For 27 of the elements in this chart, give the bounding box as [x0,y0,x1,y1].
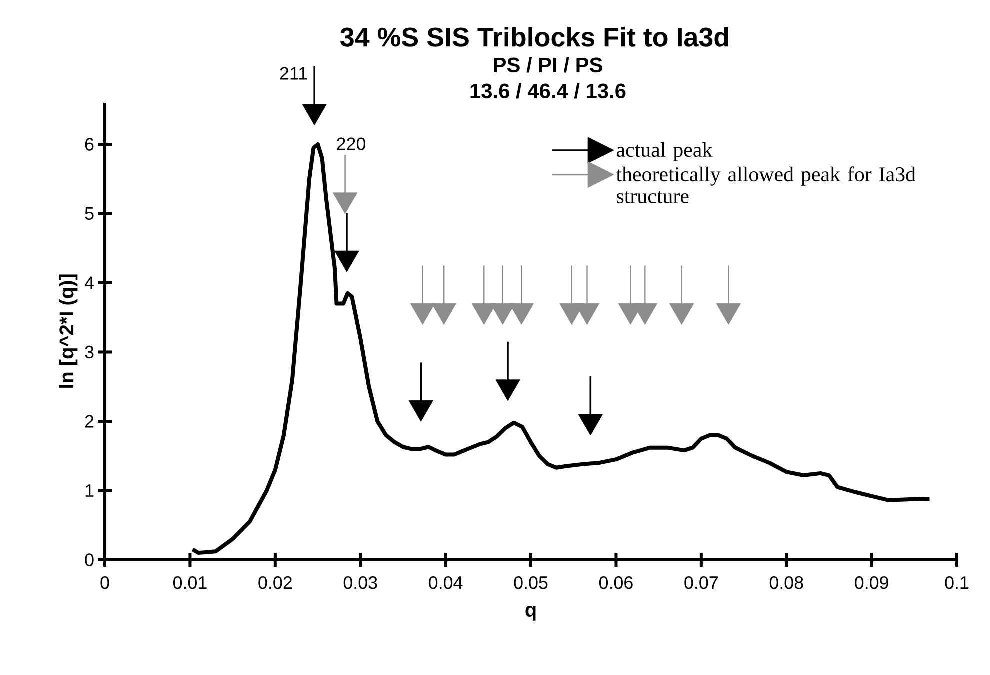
y-tick-label: 5 [85,208,94,220]
x-tick-label: 0.08 [770,576,804,590]
x-axis-title: q [526,606,536,621]
y-tick-label: 4 [84,276,94,290]
x-tick-label: 0.06 [599,576,633,590]
x-tick-label: 0.02 [258,576,292,590]
text: 13.6 / 46.4 / 13.6 [470,83,626,99]
chart-title: 34 %S SIS Triblocks Fit to Ia3d [340,27,728,47]
legend-label: actual peak [616,142,713,162]
y-axis-title: ln [q^2*I (q)] [59,274,78,388]
x-tick-label: 0.09 [855,576,888,590]
y-tick-label: 1 [86,484,94,497]
x-tick-label: 0.1 [945,576,969,590]
x-tick-label: 0.04 [429,576,463,590]
y-tick-label: 0 [85,554,94,566]
x-tick-label: 0.07 [684,576,718,590]
x-tick-label: 0.05 [514,576,548,590]
annotation: 220 [337,138,366,150]
y-tick-label: 6 [85,138,94,151]
text: 211 [280,67,308,80]
chart-subtitle: PS / PI / PS [494,57,602,73]
x-tick-label: 0 [100,576,110,590]
x-tick-label: 0.01 [173,576,207,590]
y-tick-label: 2 [85,415,94,428]
legend-label: theoretically allowed peak for Ia3d structure [616,166,916,204]
y-tick-label: 3 [85,346,94,359]
x-tick-label: 0.03 [344,576,378,590]
